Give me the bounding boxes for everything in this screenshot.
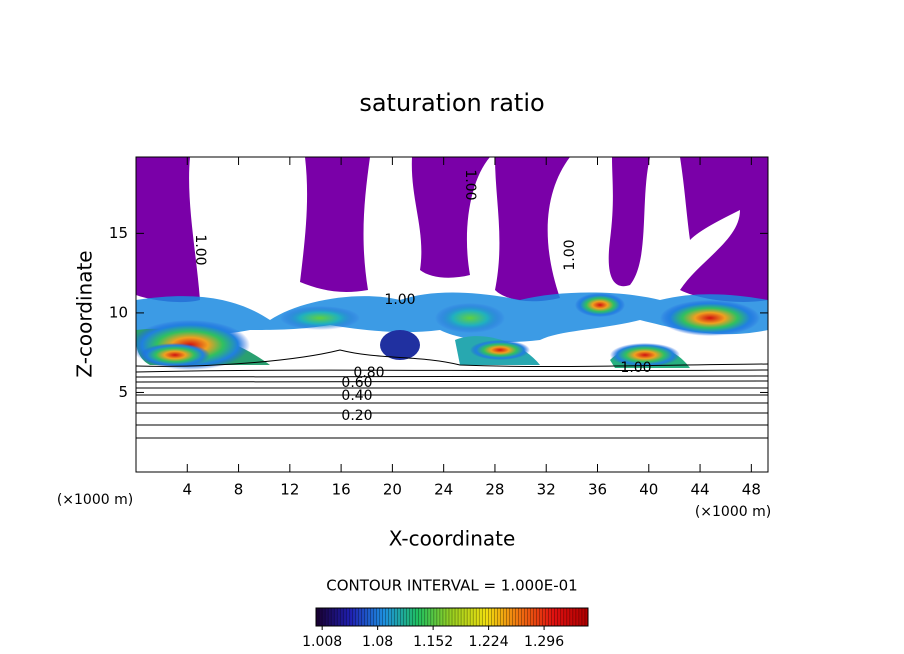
contour-label: 0.20 bbox=[341, 408, 372, 424]
colorbar-label: 1.08 bbox=[362, 634, 393, 650]
field bbox=[136, 157, 768, 439]
y-tick-label: 10 bbox=[109, 303, 128, 321]
x-tick-label: 44 bbox=[691, 481, 710, 499]
y-tick-label: 15 bbox=[109, 224, 128, 242]
x-tick-label: 40 bbox=[639, 481, 658, 499]
x-tick-label: 28 bbox=[485, 481, 504, 499]
contour-label: 1.00 bbox=[384, 292, 415, 308]
x-unit: (×1000 m) bbox=[695, 504, 771, 520]
x-tick-label: 24 bbox=[434, 481, 453, 499]
x-tick-label: 4 bbox=[183, 481, 193, 499]
cloud-region bbox=[136, 157, 768, 303]
contour-label: 0.60 bbox=[341, 375, 372, 391]
contour-label: 1.00 bbox=[562, 239, 578, 270]
contour-label: 1.00 bbox=[192, 234, 208, 265]
chart-title: saturation ratio bbox=[359, 89, 544, 117]
x-tick-label: 32 bbox=[537, 481, 556, 499]
colorbar-label: 1.224 bbox=[469, 634, 509, 650]
y-tick-label: 5 bbox=[118, 383, 128, 401]
x-tick-label: 36 bbox=[588, 481, 607, 499]
x-tick-label: 12 bbox=[280, 481, 299, 499]
x-tick-label: 48 bbox=[742, 481, 761, 499]
x-tick-label: 20 bbox=[383, 481, 402, 499]
plot-frame bbox=[135, 156, 769, 473]
x-tick-label: 16 bbox=[332, 481, 351, 499]
x-axis-label: X-coordinate bbox=[389, 527, 516, 551]
contour-label: 0.40 bbox=[341, 388, 372, 404]
colorbar-label: 1.152 bbox=[413, 634, 453, 650]
high-saturation-region bbox=[136, 292, 768, 370]
x-tick-label: 8 bbox=[234, 481, 244, 499]
contour-label: 0.80 bbox=[353, 365, 384, 381]
y-axis-label: Z-coordinate bbox=[73, 250, 97, 377]
colorbar-label: 1.008 bbox=[302, 634, 342, 650]
colorbar-label: 1.296 bbox=[524, 634, 564, 650]
contour-label: 1.00 bbox=[462, 169, 478, 200]
x-unit: (×1000 m) bbox=[57, 492, 133, 508]
contour-interval: CONTOUR INTERVAL = 1.000E-01 bbox=[326, 577, 577, 595]
contour-label: 1.00 bbox=[620, 360, 651, 376]
